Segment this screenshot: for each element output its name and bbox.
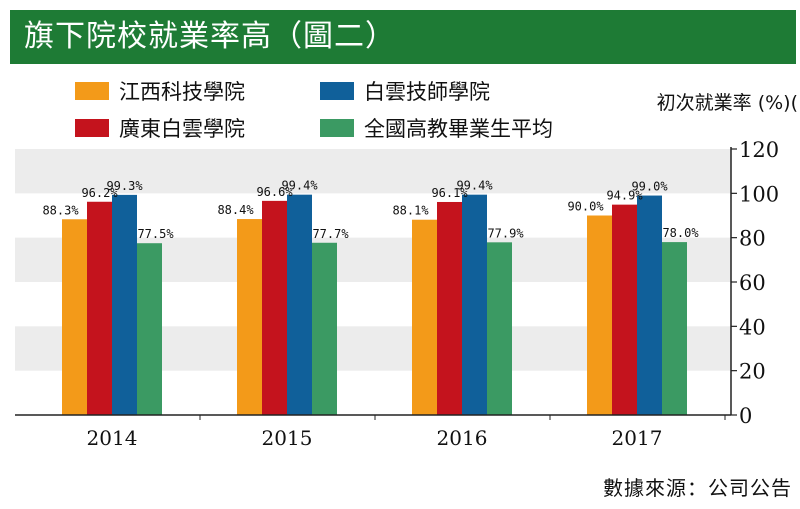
- labels: 88.3%96.2%99.3%77.5%201488.4%96.6%99.4%7…: [42, 179, 699, 450]
- x-tick-label: 2016: [437, 426, 488, 450]
- y-tick-label: 0: [739, 404, 752, 428]
- data-label: 88.3%: [42, 203, 79, 217]
- x-tick-label: 2014: [87, 426, 138, 450]
- legend-item-national-average: 全國高教畢業生平均: [320, 114, 553, 142]
- bar: [437, 201, 462, 415]
- legend-label-national-average: 全國高教畢業生平均: [364, 117, 553, 141]
- bar: [587, 215, 612, 415]
- bar: [237, 219, 262, 415]
- bar: [112, 194, 137, 415]
- data-label: 78.0%: [662, 226, 699, 240]
- x-tick-label: 2017: [612, 426, 663, 450]
- bar: [262, 200, 287, 415]
- y-tick-label: 40: [739, 315, 766, 339]
- data-label: 77.9%: [487, 226, 524, 240]
- y-axis-label: 初次就業率 (%)(: [656, 92, 798, 114]
- y-tick-label: 20: [739, 360, 766, 384]
- data-label: 99.0%: [631, 180, 668, 194]
- bar: [312, 242, 337, 415]
- bar: [612, 204, 637, 415]
- data-label: 90.0%: [567, 200, 604, 214]
- data-label: 77.5%: [137, 227, 174, 241]
- legend-item-jiangxi: 江西科技學院: [75, 77, 245, 105]
- y-tick-label: 60: [739, 271, 766, 295]
- bar: [137, 243, 162, 415]
- bar: [637, 195, 662, 415]
- legend-swatch-baiyun-technician: [320, 82, 354, 100]
- legend-swatch-national-average: [320, 119, 354, 137]
- bar: [462, 194, 487, 415]
- y-tick-label: 80: [739, 227, 766, 251]
- data-label: 96.6%: [256, 185, 293, 199]
- x-tick-label: 2015: [262, 426, 313, 450]
- data-label: 96.1%: [431, 186, 468, 200]
- y-tick-label: 100: [739, 182, 779, 206]
- bar: [662, 242, 687, 415]
- data-label: 88.4%: [217, 203, 254, 217]
- data-label: 99.4%: [456, 179, 493, 193]
- legend-item-guangdong-baiyun: 廣東白雲學院: [75, 114, 245, 142]
- legend-label-jiangxi: 江西科技學院: [119, 80, 245, 104]
- source-note: 數據來源：公司公告: [603, 476, 792, 500]
- legend-swatch-guangdong-baiyun: [75, 119, 109, 137]
- data-label: 77.7%: [312, 227, 349, 241]
- grid-band: [15, 149, 731, 194]
- title-bar: 旗下院校就業率高（圖二）: [10, 10, 796, 64]
- y-tick-label: 120: [739, 138, 779, 162]
- bar: [487, 242, 512, 415]
- data-label: 88.1%: [392, 204, 429, 218]
- data-label: 94.9%: [606, 189, 643, 203]
- bar: [412, 219, 437, 415]
- bar: [87, 201, 112, 415]
- bars: [62, 194, 687, 415]
- legend-label-guangdong-baiyun: 廣東白雲學院: [119, 117, 245, 141]
- bar: [62, 219, 87, 415]
- legend-label-baiyun-technician: 白雲技師學院: [364, 80, 490, 104]
- bar: [287, 194, 312, 415]
- legend-item-baiyun-technician: 白雲技師學院: [320, 77, 490, 105]
- data-label: 96.2%: [81, 186, 118, 200]
- axes: 0 20 40 60 80 100 120: [15, 138, 779, 428]
- chart-title: 旗下院校就業率高（圖二）: [24, 19, 396, 54]
- data-label: 99.4%: [281, 179, 318, 193]
- data-label: 99.3%: [106, 179, 143, 193]
- legend-swatch-jiangxi: [75, 82, 109, 100]
